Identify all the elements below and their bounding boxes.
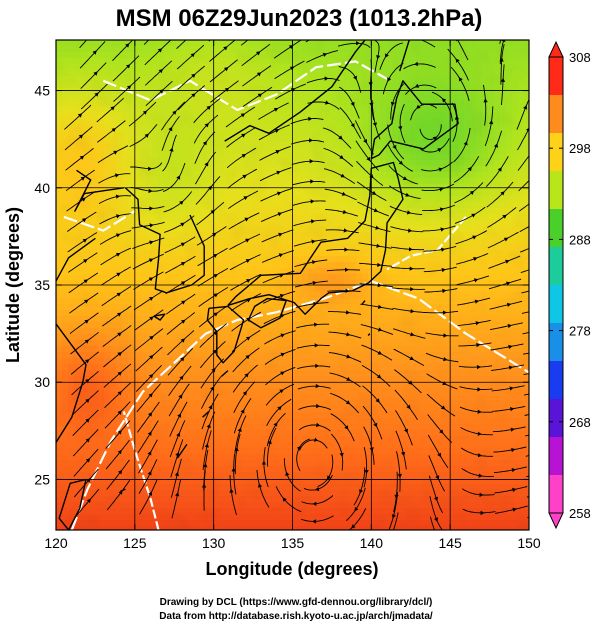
plot-area xyxy=(56,40,529,530)
chart-title: MSM 06Z29Jun2023 (1013.2hPa) xyxy=(116,5,483,32)
